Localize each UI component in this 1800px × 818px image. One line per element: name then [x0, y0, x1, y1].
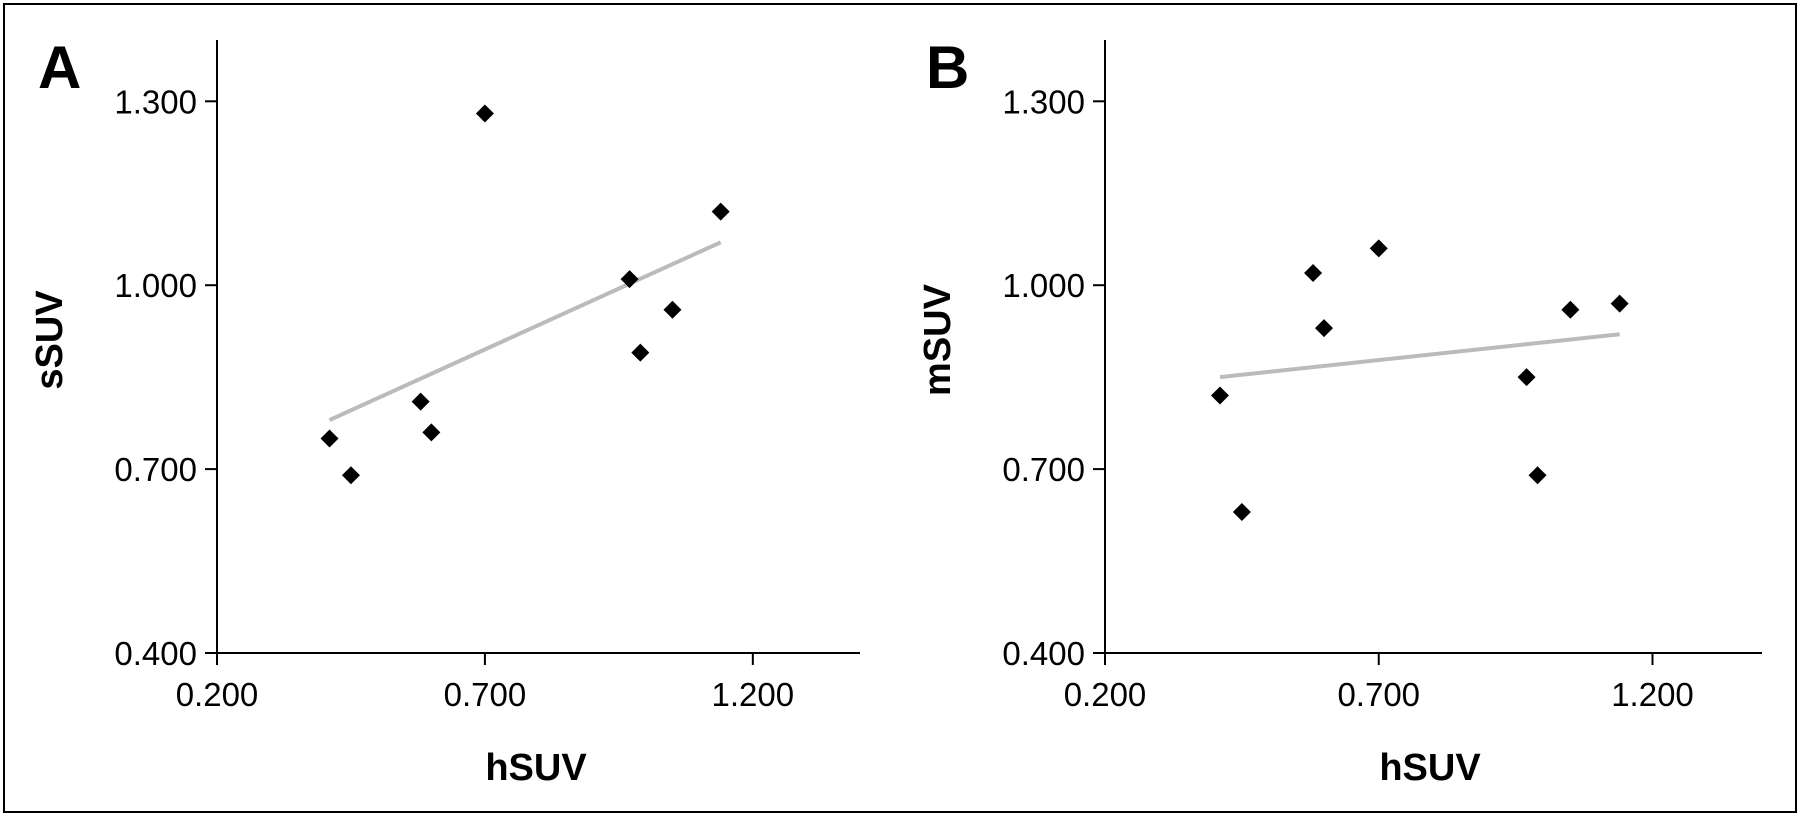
panel-b-data-point — [1315, 319, 1333, 338]
panel-b-y-tick-label: 1.300 — [1002, 83, 1085, 120]
panel-a-letter: A — [38, 34, 81, 101]
panel-b-points — [1210, 239, 1629, 522]
panel-b-ylabel: mSUV — [917, 283, 959, 396]
panel-b-data-point — [1561, 300, 1580, 319]
panel-a-x-tick-label: 1.200 — [712, 676, 795, 713]
panel-a-ylabel: sSUV — [29, 290, 71, 390]
panel-b-y-tick-label: 1.000 — [1002, 267, 1085, 304]
figure-border — [3, 3, 1797, 813]
panel-a-data-point — [411, 392, 430, 411]
panel-a-points — [320, 104, 730, 485]
panel-a: A sSUV hSUV 0.200 0.700 1.200 0.400 0.700 1.… — [29, 34, 860, 789]
panel-b-data-point — [1517, 368, 1536, 387]
panel-a-y-tick-label: 0.400 — [114, 635, 197, 672]
panel-a-data-point — [663, 300, 682, 319]
panel-b-x-tick-label: 1.200 — [1611, 676, 1694, 713]
panel-b-x-tick-label: 0.700 — [1337, 676, 1420, 713]
panel-a-y-tick-label: 1.300 — [114, 83, 197, 120]
panel-b-x-tick-label: 0.200 — [1064, 676, 1147, 713]
panel-a-x-tick-label: 0.700 — [444, 676, 527, 713]
panel-b-data-point — [1528, 466, 1547, 485]
panel-b-trendline — [1219, 332, 1620, 380]
panel-a-data-point — [631, 343, 650, 362]
panel-b-data-point — [1210, 386, 1229, 405]
panel-a-trendline — [328, 240, 722, 422]
panel-b-data-point — [1369, 239, 1388, 258]
panel-a-x-ticks: 0.200 0.700 1.200 — [176, 653, 794, 713]
panel-b-data-point — [1610, 294, 1629, 313]
panel-b-data-point — [1232, 503, 1251, 522]
panel-b-y-ticks: 0.400 0.700 1.000 1.300 — [1002, 83, 1105, 672]
panel-a-y-ticks: 0.400 0.700 1.000 1.300 — [114, 83, 217, 672]
panel-a-data-point — [711, 202, 730, 221]
panel-a-x-tick-label: 0.200 — [176, 676, 259, 713]
panel-b-letter: B — [926, 34, 969, 101]
panel-b-y-tick-label: 0.400 — [1002, 635, 1085, 672]
panel-b-y-tick-label: 0.700 — [1002, 451, 1085, 488]
panel-a-y-tick-label: 1.000 — [114, 267, 197, 304]
panel-b: B mSUV hSUV 0.200 0.700 1.200 0.400 0.700 1.… — [917, 34, 1762, 789]
panel-a-y-tick-label: 0.700 — [114, 451, 197, 488]
panel-b-data-point — [1304, 263, 1323, 282]
panel-a-data-point — [475, 104, 494, 123]
panel-a-data-point — [620, 270, 639, 289]
panel-a-data-point — [341, 466, 360, 485]
panel-b-x-ticks: 0.200 0.700 1.200 — [1064, 653, 1694, 713]
panel-b-xlabel: hSUV — [1379, 747, 1481, 789]
panel-a-data-point — [422, 423, 441, 442]
panel-a-data-point — [320, 429, 339, 448]
panel-a-xlabel: hSUV — [485, 747, 587, 789]
